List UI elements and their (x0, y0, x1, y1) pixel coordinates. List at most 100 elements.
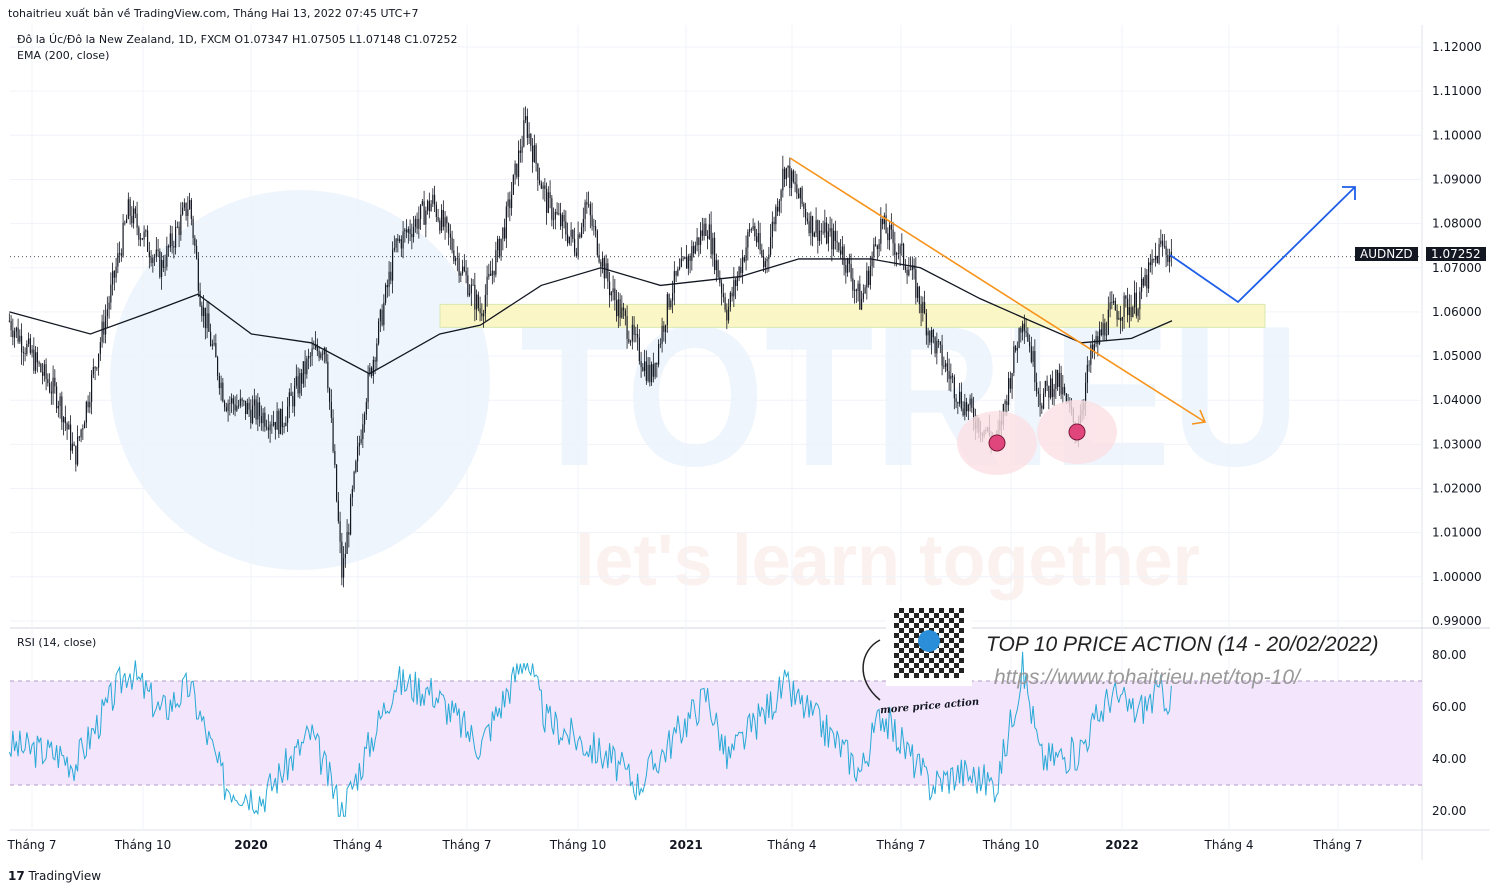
candle-body (365, 402, 367, 415)
candle-body (594, 226, 597, 231)
candle-body (465, 270, 467, 276)
candle-body (666, 294, 668, 326)
candle-body (108, 302, 110, 310)
candle-body (101, 321, 103, 343)
candle-body (26, 343, 28, 354)
candle-body (34, 352, 37, 371)
candle-body (787, 165, 789, 169)
candle-body (551, 198, 553, 220)
candle-body (381, 309, 383, 325)
candle-body (444, 217, 446, 227)
candle-body (258, 402, 261, 417)
candle-body (272, 422, 275, 426)
candle-body (304, 361, 306, 375)
candle-body (348, 532, 350, 535)
candle-body (671, 293, 674, 301)
candle-body (1132, 307, 1134, 318)
candle-body (306, 358, 308, 375)
candle-body (216, 357, 219, 377)
candle-body (372, 359, 374, 376)
candle-body (1090, 344, 1092, 365)
candle-body (1027, 332, 1029, 342)
candle-body (374, 359, 376, 362)
candle-body (558, 213, 560, 215)
candle-body (526, 116, 528, 138)
candle-body (94, 367, 96, 369)
candle-body (250, 409, 252, 424)
candle-body (610, 292, 612, 296)
candle-body (507, 199, 509, 207)
candle-body (260, 416, 262, 424)
candle-body (598, 255, 600, 262)
candle-body (752, 226, 754, 230)
candle-body (10, 320, 12, 331)
candle-body (99, 342, 101, 354)
candle-body (71, 443, 73, 451)
candle-body (705, 223, 707, 236)
candle-body (750, 229, 752, 230)
candle-body (1156, 255, 1158, 264)
candle-body (1097, 336, 1099, 344)
candle-body (237, 405, 240, 407)
candle-body (353, 471, 355, 490)
candle-body (701, 230, 703, 236)
promo-url[interactable]: https://www.tohaitrieu.net/top-10/ (994, 666, 1300, 689)
price-tick-label: 1.03000 (1432, 437, 1482, 451)
candle-body (677, 269, 679, 276)
candle-body (255, 399, 257, 420)
candle-body (521, 146, 523, 153)
candle-body (419, 204, 422, 219)
candle-body (596, 230, 598, 256)
candle-body (463, 266, 465, 271)
price-tick-label: 1.12000 (1432, 40, 1482, 54)
candle-body (852, 278, 854, 291)
candle-body (505, 206, 507, 239)
candle-body (1006, 401, 1008, 406)
candle-body (552, 219, 555, 220)
candle-body (311, 348, 313, 356)
candle-body (495, 250, 497, 275)
candle-body (167, 246, 170, 248)
time-tick-label: 2020 (234, 838, 267, 852)
candle-body (110, 284, 112, 303)
candle-body (491, 270, 493, 276)
candle-body (1119, 317, 1122, 321)
candle-body (12, 330, 14, 338)
candle-body (458, 258, 460, 276)
candle-body (916, 286, 919, 298)
candle-body (127, 199, 129, 219)
candle-body (498, 238, 500, 257)
rsi-band (10, 681, 1422, 785)
candle-body (881, 218, 884, 225)
candle-body (234, 404, 236, 411)
candle-body (279, 408, 282, 435)
candle-body (883, 215, 885, 225)
candle-body (152, 257, 154, 263)
candle-body (817, 220, 819, 241)
time-tick-label: Tháng 10 (114, 838, 172, 852)
candle-body (629, 341, 632, 343)
candle-body (636, 334, 639, 338)
candle-body (62, 417, 65, 423)
candle-body (218, 376, 220, 389)
candle-body (815, 220, 817, 233)
candle-body (794, 181, 796, 185)
candle-body (313, 348, 315, 350)
candle-body (1044, 380, 1046, 394)
candle-body (692, 246, 695, 254)
candle-body (880, 218, 882, 244)
candle-body (446, 217, 448, 224)
candle-body (1065, 393, 1067, 402)
candle-body (804, 208, 807, 219)
candle-body (244, 400, 247, 414)
candle-body (1116, 310, 1118, 320)
candle-body (608, 281, 611, 296)
candle-body (747, 231, 749, 248)
candle-body (425, 210, 427, 225)
candle-body (902, 244, 905, 265)
candle-body (117, 253, 119, 267)
candle-body (38, 362, 40, 364)
candle-body (15, 327, 17, 332)
candle-body (1013, 346, 1015, 373)
